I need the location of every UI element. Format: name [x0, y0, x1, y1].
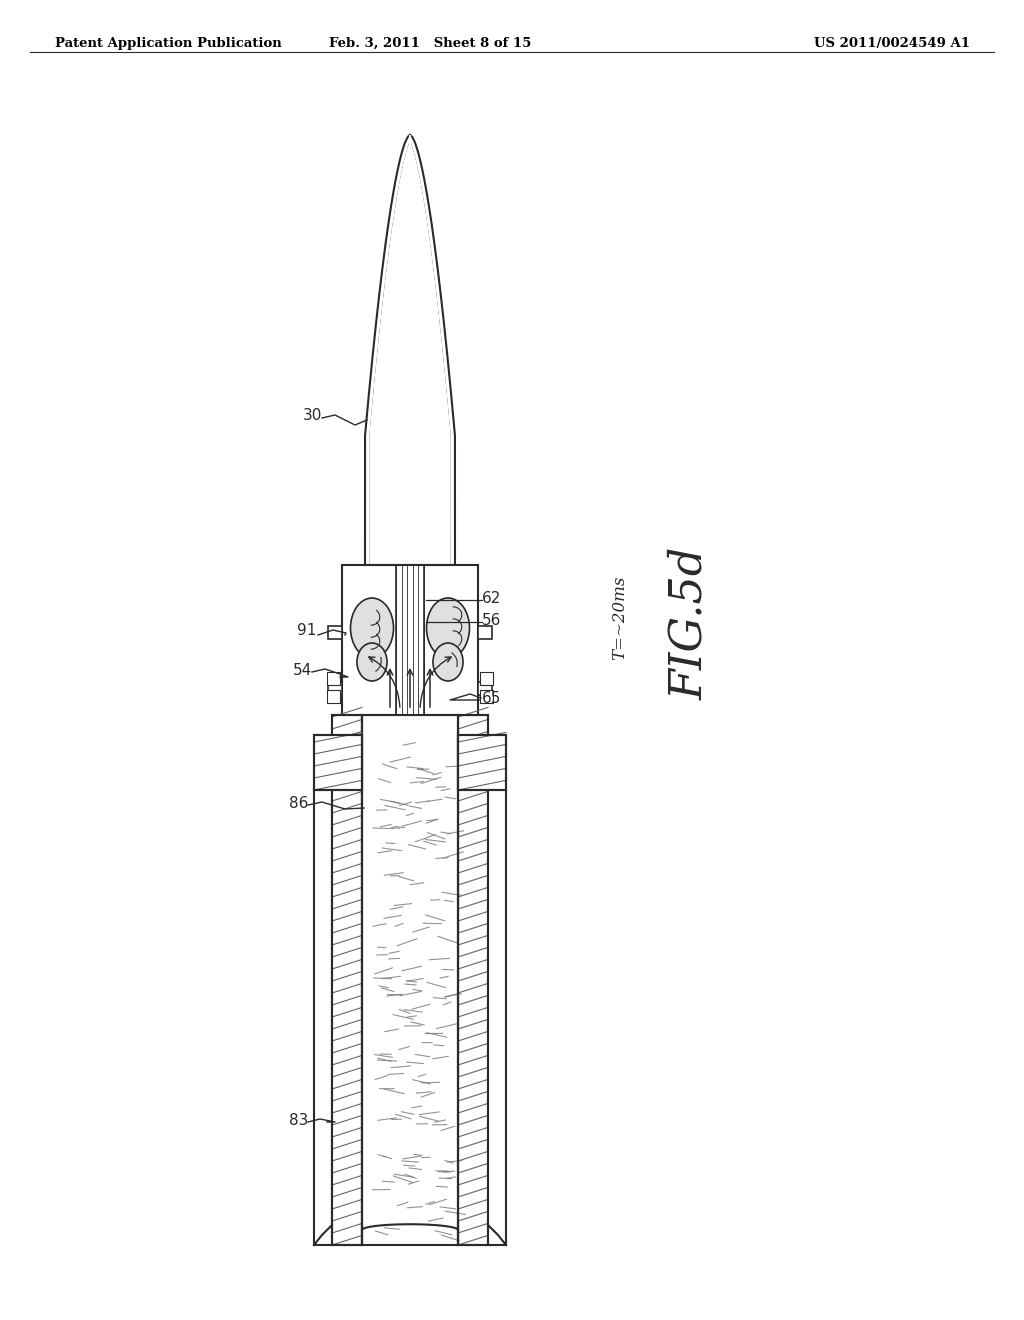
Bar [458, 715, 488, 1245]
Text: 91: 91 [297, 623, 316, 638]
Text: 62: 62 [482, 591, 502, 606]
Bar [458, 735, 506, 789]
Text: 83: 83 [289, 1113, 308, 1129]
Text: 30: 30 [303, 408, 322, 422]
Bar [480, 690, 493, 704]
Bar [458, 715, 488, 1245]
Text: 65: 65 [482, 690, 502, 706]
Bar [327, 690, 340, 704]
Bar [362, 715, 458, 1245]
Bar [314, 735, 362, 789]
Polygon shape [365, 135, 455, 565]
Bar [332, 715, 362, 1245]
Text: T=~20ms: T=~20ms [611, 576, 629, 660]
Bar [478, 681, 492, 694]
Bar [458, 735, 506, 789]
Bar [327, 672, 340, 685]
Text: 56: 56 [482, 612, 502, 628]
Ellipse shape [357, 643, 387, 681]
Polygon shape [370, 135, 450, 565]
Ellipse shape [433, 643, 463, 681]
Ellipse shape [350, 598, 393, 657]
Bar [332, 715, 362, 1245]
Text: 54: 54 [293, 663, 312, 678]
Text: Feb. 3, 2011   Sheet 8 of 15: Feb. 3, 2011 Sheet 8 of 15 [329, 37, 531, 50]
Bar [480, 672, 493, 685]
Bar [478, 626, 492, 639]
Bar [328, 681, 342, 694]
Text: Patent Application Publication: Patent Application Publication [55, 37, 282, 50]
Ellipse shape [427, 598, 469, 657]
Bar [342, 565, 478, 715]
Text: FIG.5d: FIG.5d [669, 546, 712, 700]
Text: US 2011/0024549 A1: US 2011/0024549 A1 [814, 37, 970, 50]
Text: 86: 86 [289, 796, 308, 810]
Bar [328, 626, 342, 639]
Bar [314, 735, 362, 789]
